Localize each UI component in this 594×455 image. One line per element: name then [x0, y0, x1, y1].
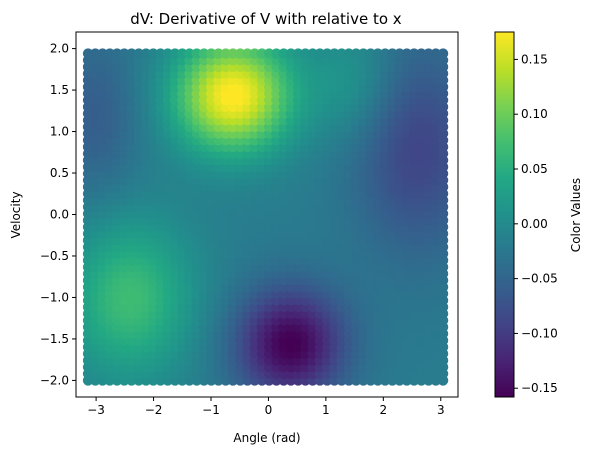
data-point: [336, 48, 347, 59]
data-point: [321, 48, 333, 59]
data-point: [82, 48, 94, 59]
data-point: [242, 48, 253, 59]
y-tick-label: 1.5: [50, 83, 69, 97]
data-point: [249, 48, 260, 59]
colorbar: [494, 31, 515, 398]
data-point: [220, 48, 231, 59]
x-tick-label: 2: [380, 403, 388, 417]
data-point: [387, 48, 398, 59]
y-axis: −2.0 −1.5 −1.0 −0.5 0.0 0.5 1.0 1.5 2.0: [40, 42, 76, 387]
data-point: [401, 48, 413, 59]
data-point: [343, 48, 355, 59]
data-point: [198, 48, 210, 59]
data-point: [133, 48, 144, 59]
colorbar-tick-label: −0.15: [521, 381, 558, 395]
data-point: [394, 48, 405, 59]
colorbar-tick-label: 0.10: [521, 107, 548, 121]
data-point: [213, 48, 224, 59]
y-tick-label: 2.0: [50, 42, 69, 56]
data-point: [271, 48, 282, 59]
colorbar-tick-label: 0.05: [521, 162, 548, 176]
y-tick-label: −1.0: [40, 290, 69, 304]
colorbar-tick-label: −0.05: [521, 272, 558, 286]
plot-area: [75, 31, 459, 398]
x-tick-label: −3: [87, 403, 105, 417]
y-tick-label: −1.5: [40, 332, 69, 346]
data-point: [372, 48, 384, 59]
data-point: [416, 48, 427, 59]
data-point: [169, 48, 181, 59]
data-point: [177, 48, 188, 59]
data-point: [227, 48, 239, 59]
data-point: [365, 48, 376, 59]
colorbar-label: Color Values: [569, 178, 583, 252]
data-point: [408, 48, 420, 59]
data-point: [97, 48, 108, 59]
data-point: [329, 48, 340, 59]
data-point: [278, 48, 289, 59]
y-tick-label: 1.0: [50, 125, 69, 139]
y-tick-label: 0.5: [50, 166, 69, 180]
data-point: [307, 48, 318, 59]
data-point: [126, 48, 137, 59]
x-axis-label: Angle (rad): [233, 431, 300, 445]
y-tick-label: 0.0: [50, 208, 69, 222]
chart-title: dV: Derivative of V with relative to x: [130, 10, 402, 28]
data-point: [90, 48, 101, 59]
data-point: [140, 48, 152, 59]
data-point: [256, 48, 268, 59]
data-point: [162, 48, 173, 59]
x-tick-label: 1: [322, 403, 330, 417]
data-point: [379, 48, 391, 59]
data-point: [104, 48, 116, 59]
colorbar-tick-label: −0.10: [521, 326, 558, 340]
data-point: [155, 48, 166, 59]
data-point: [285, 48, 297, 59]
data-point: [314, 48, 326, 59]
data-point: [437, 48, 449, 59]
x-tick-label: −1: [202, 403, 220, 417]
colorbar-tick-label: 0.00: [521, 217, 548, 231]
data-point: [423, 48, 434, 59]
data-points: [82, 48, 449, 386]
x-tick-label: −2: [145, 403, 163, 417]
data-point: [184, 48, 195, 59]
y-tick-label: −2.0: [40, 373, 69, 387]
y-tick-label: −0.5: [40, 249, 69, 263]
data-point: [350, 48, 362, 59]
data-point: [430, 48, 442, 59]
data-point: [191, 48, 202, 59]
x-axis: −3 −2 −1 0 1 2 3: [87, 397, 445, 417]
data-point: [235, 48, 246, 59]
data-point: [148, 48, 159, 59]
data-point: [300, 48, 311, 59]
data-point: [358, 48, 369, 59]
y-axis-label: Velocity: [9, 191, 23, 238]
data-point: [263, 48, 275, 59]
colorbar-tick-label: 0.15: [521, 52, 548, 66]
colorbar-axis: 0.15 0.10 0.05 0.00 −0.05 −0.10 −0.15: [514, 52, 558, 395]
data-point: [119, 48, 130, 59]
data-point: [206, 48, 217, 59]
x-tick-label: 0: [265, 403, 273, 417]
x-tick-label: 3: [437, 403, 445, 417]
data-point: [111, 48, 123, 59]
data-point: [292, 48, 304, 59]
